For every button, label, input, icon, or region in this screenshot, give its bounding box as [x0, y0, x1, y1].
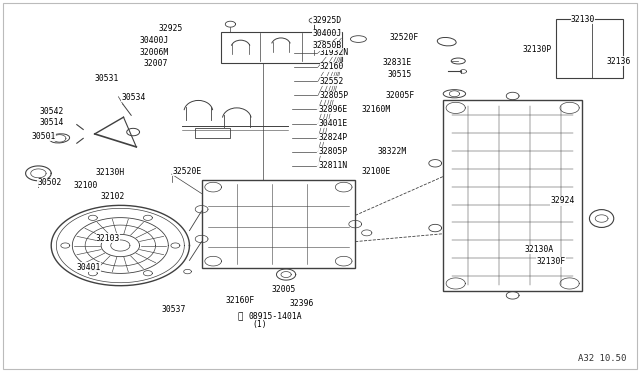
Text: 32160: 32160: [320, 62, 344, 71]
Text: 32130F: 32130F: [536, 257, 566, 266]
Text: 32005F: 32005F: [385, 92, 415, 100]
Bar: [443, 100, 582, 291]
Bar: [202, 180, 355, 268]
Text: 32805P: 32805P: [318, 147, 348, 156]
Text: 30542: 30542: [40, 107, 64, 116]
Text: 30502: 30502: [37, 178, 61, 187]
Text: 30534: 30534: [122, 93, 146, 102]
Text: 30531: 30531: [95, 74, 119, 83]
Text: 32824P: 32824P: [318, 133, 348, 142]
Text: 30400J: 30400J: [312, 29, 342, 38]
Text: 32130A: 32130A: [525, 245, 554, 254]
Text: 32136: 32136: [607, 57, 631, 65]
Text: 32130: 32130: [571, 15, 595, 24]
Text: A32 10.50: A32 10.50: [577, 354, 626, 363]
Text: 30537: 30537: [161, 305, 186, 314]
Text: 32102: 32102: [100, 192, 125, 201]
Text: 32103: 32103: [96, 234, 120, 243]
Text: 32831E: 32831E: [382, 58, 412, 67]
Text: 32925D: 32925D: [312, 16, 342, 25]
Bar: [556, 19, 623, 78]
Text: 32552: 32552: [320, 77, 344, 86]
Text: 32100: 32100: [74, 181, 98, 190]
Text: 30400J: 30400J: [139, 36, 168, 45]
Text: 32805P: 32805P: [320, 91, 349, 100]
Text: 08915-1401A: 08915-1401A: [248, 312, 302, 321]
Text: 30501: 30501: [32, 132, 56, 141]
Text: 30401E: 30401E: [318, 119, 348, 128]
Text: Ⓦ: Ⓦ: [237, 312, 243, 321]
Text: 32006M: 32006M: [139, 48, 168, 57]
Text: 32396: 32396: [289, 299, 314, 308]
Text: 30515: 30515: [387, 70, 412, 79]
Text: 32100E: 32100E: [362, 167, 391, 176]
Text: 32925: 32925: [158, 24, 182, 33]
Text: 32850B: 32850B: [312, 41, 342, 50]
Text: 32160F: 32160F: [225, 296, 255, 305]
Text: 32007: 32007: [144, 60, 168, 68]
Text: 38322M: 38322M: [377, 147, 406, 156]
Text: 32896E: 32896E: [318, 105, 348, 114]
Text: 32520E: 32520E: [172, 167, 202, 176]
Text: (1): (1): [253, 320, 268, 329]
Text: 32924: 32924: [550, 196, 575, 205]
Text: 30401: 30401: [77, 263, 101, 272]
Bar: [221, 32, 342, 63]
Text: 30514: 30514: [40, 118, 64, 127]
Bar: [195, 128, 230, 138]
Text: 32811N: 32811N: [318, 161, 348, 170]
Text: 32130P: 32130P: [522, 45, 552, 54]
Text: 32130H: 32130H: [95, 169, 125, 177]
Text: 32160M: 32160M: [362, 105, 391, 114]
Text: 32520F: 32520F: [390, 33, 419, 42]
Text: 32005: 32005: [272, 285, 296, 294]
Text: 31932N: 31932N: [320, 48, 349, 57]
